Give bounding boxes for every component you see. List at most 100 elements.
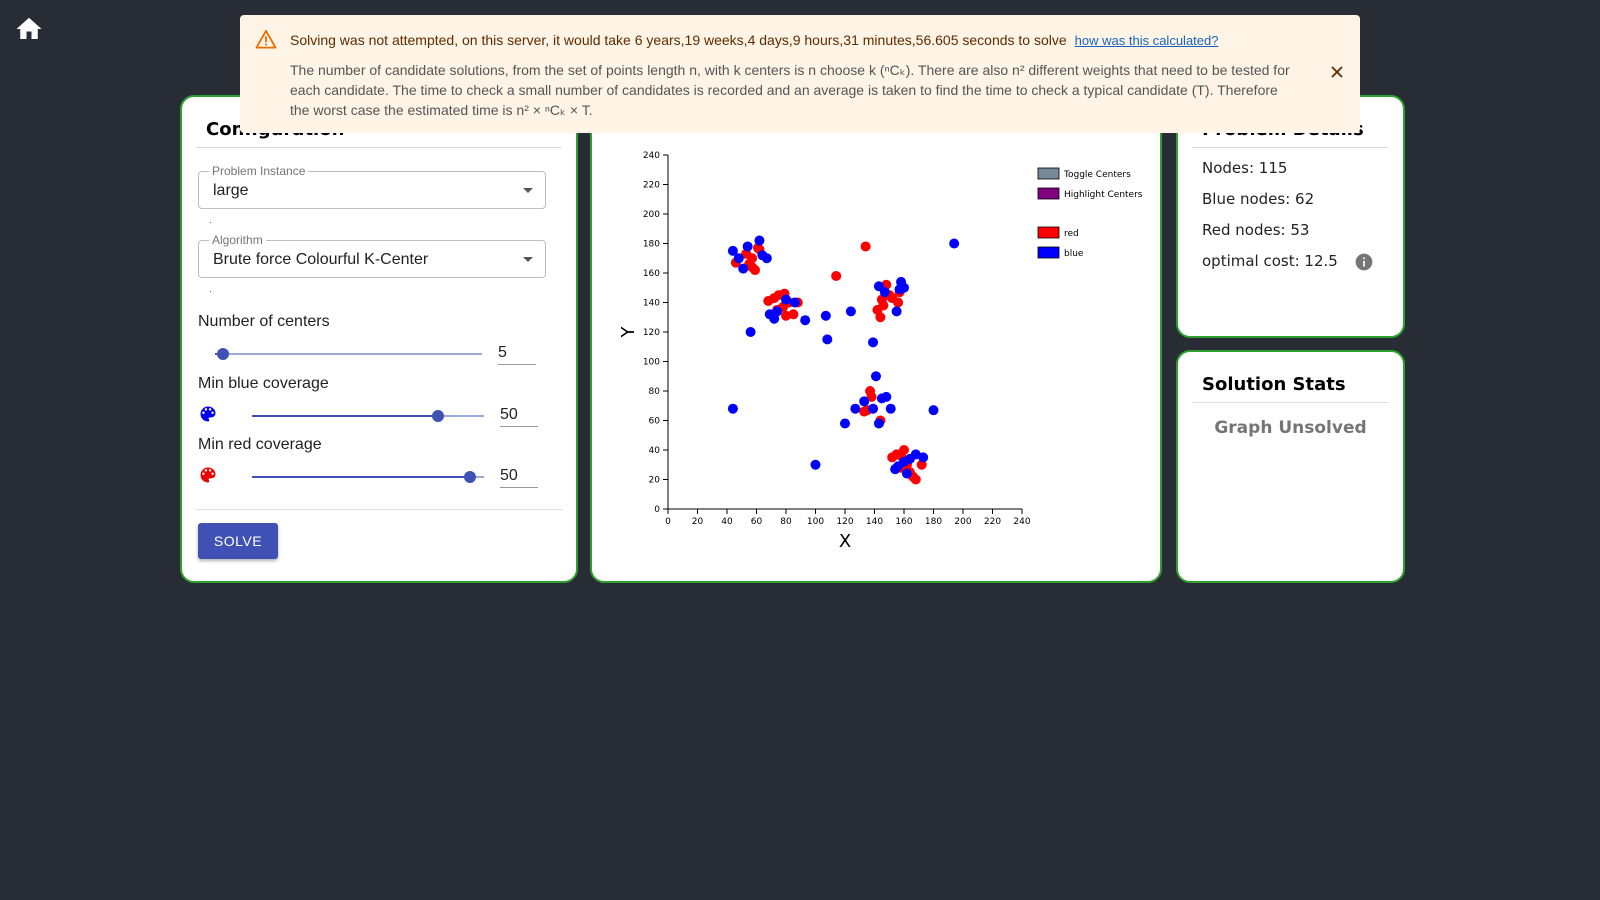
warning-icon xyxy=(255,29,277,49)
solution-stats-panel: Solution Stats Graph Unsolved xyxy=(1176,350,1405,583)
helper-mark xyxy=(210,291,211,292)
blue-coverage-slider-thumb[interactable] xyxy=(431,410,444,422)
red-point xyxy=(875,312,886,323)
centers-slider-track[interactable] xyxy=(215,353,482,355)
chevron-down-icon xyxy=(523,188,533,193)
legend-swatch xyxy=(1037,187,1060,200)
solve-button[interactable]: SOLVE xyxy=(198,523,278,559)
y-tick-label: 60 xyxy=(649,417,661,427)
y-tick-label: 80 xyxy=(649,387,661,397)
close-icon[interactable] xyxy=(1330,65,1344,79)
blue-point xyxy=(745,327,756,337)
blue-point xyxy=(868,337,879,348)
blue-point xyxy=(949,238,960,249)
configuration-panel: Configuration Problem Instance large Alg… xyxy=(180,95,578,583)
y-tick-label: 40 xyxy=(649,446,661,456)
x-tick-label: 80 xyxy=(780,517,792,527)
blue-point xyxy=(810,459,821,470)
how-calculated-link[interactable]: how was this calculated? xyxy=(1074,33,1219,48)
y-tick-label: 0 xyxy=(654,505,660,515)
blue-nodes-count: Blue nodes: 62 xyxy=(1202,190,1315,208)
blue-point xyxy=(901,468,912,479)
red-nodes-count: Red nodes: 53 xyxy=(1202,221,1310,239)
y-tick-label: 200 xyxy=(643,210,660,220)
solution-status: Graph Unsolved xyxy=(1214,418,1367,438)
blue-point xyxy=(873,418,884,429)
red-point xyxy=(747,253,758,264)
points-layer xyxy=(727,235,960,485)
scatter-plot: 00 20 20 40 40 60 60 80 80 100 100 120 120 140 140 160 1… xyxy=(618,151,1143,552)
red-coverage-input[interactable] xyxy=(500,465,538,488)
palette-icon xyxy=(200,406,216,422)
axes: 00 20 20 40 40 60 60 80 80 100 100 120 120 140 140 160 1… xyxy=(618,151,1031,552)
legend-label: Highlight Centers xyxy=(1064,190,1143,200)
x-tick-label: 140 xyxy=(866,517,883,527)
centers-input[interactable] xyxy=(498,342,536,365)
x-tick-label: 240 xyxy=(1013,517,1030,527)
blue-point xyxy=(899,282,909,293)
y-tick-label: 240 xyxy=(643,151,660,161)
legend: Toggle Centers Highlight Centers red blue xyxy=(1037,167,1143,259)
blue-point xyxy=(781,294,791,305)
red-coverage-slider-thumb[interactable] xyxy=(464,471,477,483)
blue-point xyxy=(772,306,783,317)
alert-message-row: Solving was not attempted, on this serve… xyxy=(290,32,1218,48)
x-tick-label: 220 xyxy=(984,517,1001,527)
x-tick-label: 180 xyxy=(925,517,942,527)
problem-instance-select[interactable]: Problem Instance large xyxy=(198,164,546,209)
blue-point xyxy=(820,310,831,321)
legend-swatch xyxy=(1037,226,1060,239)
chevron-down-icon xyxy=(523,257,533,262)
red-point xyxy=(781,310,791,321)
blue-point xyxy=(840,418,850,429)
solution-stats-title: Solution Stats xyxy=(1202,374,1346,395)
red-coverage-label: Min red coverage xyxy=(198,436,322,453)
y-tick-label: 100 xyxy=(643,358,660,368)
graph-panel: 0 0 20 20 40 40 60 60 80 80 100 100 120 120 140 140 160 1… xyxy=(590,95,1162,583)
problem-instance-value: large xyxy=(213,182,249,199)
algorithm-legend: Algorithm xyxy=(209,233,266,247)
nodes-count: Nodes: 115 xyxy=(1202,159,1288,177)
y-tick-label: 180 xyxy=(643,240,660,250)
y-tick-label: 220 xyxy=(643,181,660,191)
blue-point xyxy=(727,403,738,414)
y-tick-label: 160 xyxy=(643,269,660,279)
red-point xyxy=(866,391,877,402)
centers-slider-thumb[interactable] xyxy=(217,348,229,360)
blue-point xyxy=(850,403,861,414)
legend-label: Toggle Centers xyxy=(1063,170,1131,180)
blue-point xyxy=(845,306,856,317)
home-icon[interactable] xyxy=(14,14,44,44)
blue-point xyxy=(885,403,896,414)
alert-message: Solving was not attempted, on this serve… xyxy=(290,32,1067,48)
blue-point xyxy=(822,334,833,345)
red-point xyxy=(893,297,904,308)
y-axis-title: Y xyxy=(618,326,639,339)
blue-point xyxy=(727,245,738,256)
divider xyxy=(1192,402,1389,403)
x-tick-label: 160 xyxy=(895,517,912,527)
red-point xyxy=(750,265,761,276)
x-tick-label: 200 xyxy=(954,517,971,527)
algorithm-select[interactable]: Algorithm Brute force Colourful K-Center xyxy=(198,233,546,278)
x-tick-label: 100 xyxy=(807,517,824,527)
centers-label: Number of centers xyxy=(198,313,330,330)
red-point xyxy=(910,474,921,485)
x-tick-label: 20 xyxy=(692,517,704,527)
blue-point xyxy=(870,371,881,382)
info-icon[interactable] xyxy=(1354,252,1374,272)
blue-point xyxy=(733,253,744,264)
algorithm-value: Brute force Colourful K-Center xyxy=(213,251,429,268)
blue-coverage-input[interactable] xyxy=(500,404,538,427)
blue-point xyxy=(928,405,939,416)
legend-swatch xyxy=(1037,246,1060,259)
blue-point xyxy=(891,306,902,317)
y-tick-label: 140 xyxy=(643,299,660,309)
blue-point xyxy=(789,297,800,308)
x-tick-label: 120 xyxy=(836,517,853,527)
blue-point xyxy=(754,235,765,246)
blue-point xyxy=(881,391,892,402)
problem-instance-legend: Problem Instance xyxy=(209,164,309,178)
x-tick-label: 60 xyxy=(751,517,763,527)
y-tick-label: 120 xyxy=(643,328,660,338)
